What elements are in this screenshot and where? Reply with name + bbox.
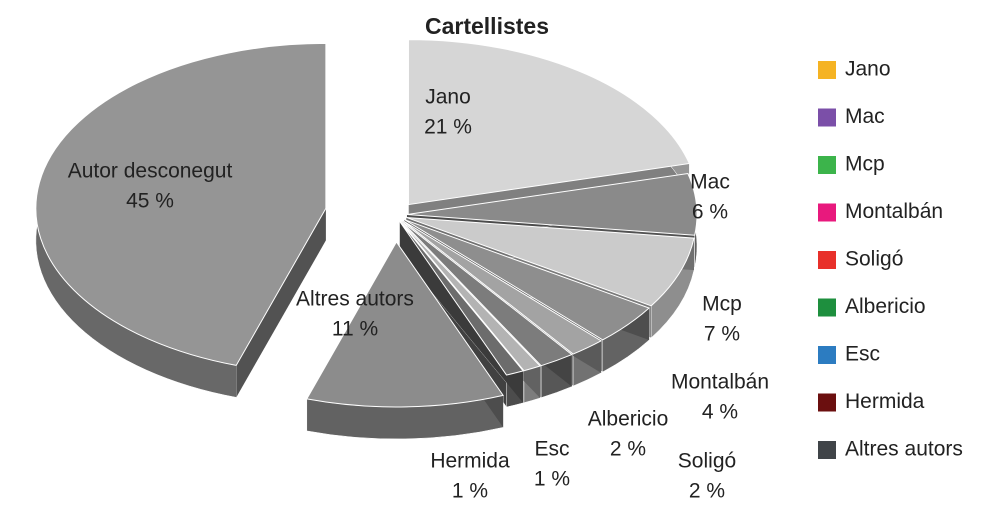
- slice-edge: [236, 208, 326, 398]
- slice-label: Mac: [690, 171, 730, 194]
- slice-label: Hermida: [430, 450, 510, 473]
- slice-label: Montalbán: [671, 371, 769, 394]
- slice: [401, 220, 573, 367]
- slice-value-label: 21 %: [424, 116, 472, 139]
- slice: [402, 220, 603, 355]
- legend-label: Altres autors: [845, 438, 963, 461]
- slice: [406, 216, 695, 307]
- slice-value-label: 45 %: [126, 190, 174, 213]
- slice-label: Mcp: [702, 293, 742, 316]
- slice-value-label: 6 %: [692, 201, 728, 224]
- slice-label: Esc: [534, 438, 569, 461]
- slice-label: Albericio: [588, 408, 669, 431]
- slice-value-label: 11 %: [332, 318, 378, 341]
- slice: [407, 39, 691, 206]
- slice-label: Soligó: [678, 450, 736, 473]
- slice-value-label: 1 %: [534, 468, 570, 491]
- legend-label: Esc: [845, 343, 880, 366]
- slice: [400, 221, 542, 372]
- legend-label: Albericio: [845, 295, 926, 318]
- legend-label: Mcp: [845, 153, 885, 176]
- legend-swatch: [818, 298, 836, 317]
- chart-title: Cartellistes: [425, 13, 549, 39]
- slice-label: Jano: [425, 86, 471, 109]
- slice-label: Autor desconegut: [68, 160, 233, 183]
- legend-label: Soligó: [845, 248, 903, 271]
- legend-swatch: [818, 203, 836, 222]
- legend-swatch: [818, 61, 836, 79]
- slice-edge: [399, 221, 524, 403]
- slice: [399, 221, 525, 376]
- legend-label: Jano: [845, 58, 891, 81]
- slice-value-label: 2 %: [610, 438, 646, 461]
- slice: [306, 241, 505, 408]
- legend-swatch: [818, 441, 836, 459]
- slice: [35, 42, 327, 366]
- legend-label: Mac: [845, 105, 885, 128]
- legend-swatch: [818, 156, 836, 174]
- slice-value-label: 4 %: [702, 401, 738, 424]
- legend-swatch: [818, 393, 836, 412]
- legend-label: Hermida: [845, 390, 925, 413]
- slice: [406, 172, 698, 236]
- legend-swatch: [818, 346, 836, 364]
- slice-label: Altres autors: [296, 288, 414, 311]
- slice-value-label: 7 %: [704, 323, 740, 346]
- slice-value-label: 1 %: [452, 480, 488, 503]
- legend-label: Montalbán: [845, 200, 943, 223]
- slice-value-label: 2 %: [689, 480, 725, 503]
- slice: [403, 219, 651, 341]
- legend-swatch: [818, 108, 836, 127]
- legend-swatch: [818, 251, 836, 269]
